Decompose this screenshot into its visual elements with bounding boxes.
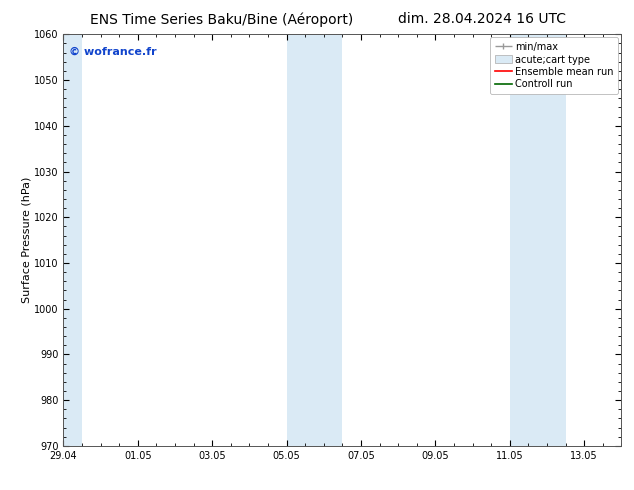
Text: dim. 28.04.2024 16 UTC: dim. 28.04.2024 16 UTC <box>398 12 566 26</box>
Bar <box>305 34 342 446</box>
Text: ENS Time Series Baku/Bine (Aéroport): ENS Time Series Baku/Bine (Aéroport) <box>90 12 354 27</box>
Bar <box>510 34 528 446</box>
Legend: min/max, acute;cart type, Ensemble mean run, Controll run: min/max, acute;cart type, Ensemble mean … <box>489 37 618 94</box>
Bar <box>61 34 82 446</box>
Bar <box>287 34 305 446</box>
Bar <box>528 34 566 446</box>
Y-axis label: Surface Pressure (hPa): Surface Pressure (hPa) <box>21 177 31 303</box>
Text: © wofrance.fr: © wofrance.fr <box>69 47 157 57</box>
